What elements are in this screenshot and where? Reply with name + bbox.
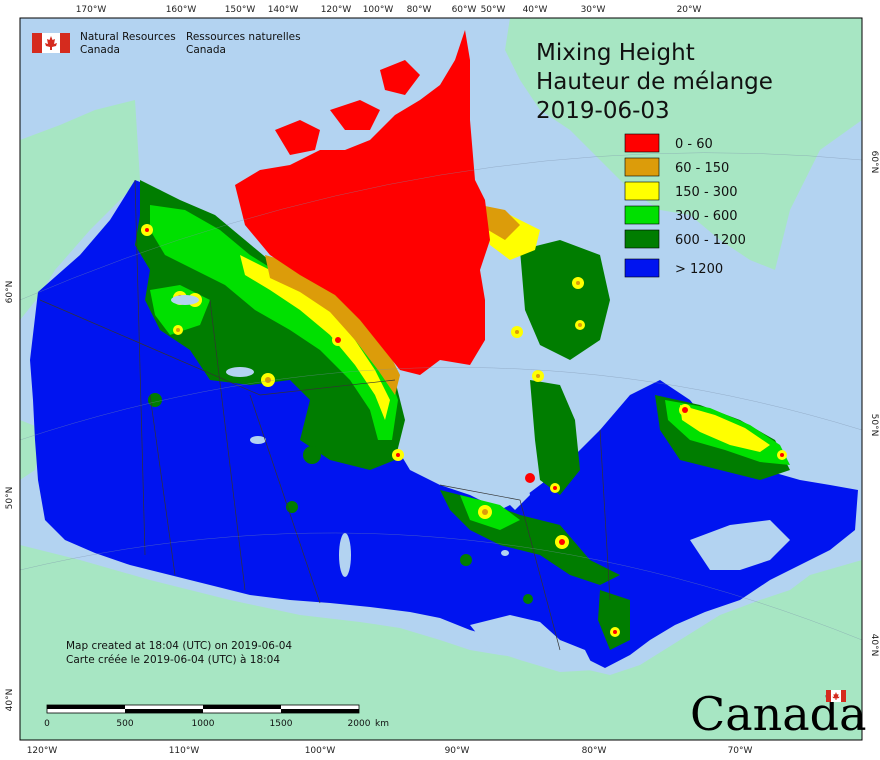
tick-label: 170°W	[76, 5, 107, 15]
legend-label: 60 - 150	[675, 161, 729, 176]
legend-swatch	[624, 205, 660, 225]
tick-label: 160°W	[166, 5, 197, 15]
hudson-bay	[390, 360, 545, 480]
tick-label: 150°W	[225, 5, 256, 15]
wordmark-flag-icon	[826, 690, 846, 702]
red-zone-archipelago	[235, 30, 490, 375]
scale-label: 0	[44, 719, 50, 729]
graticule	[19, 152, 863, 641]
dept-name-fr: Ressources naturelles	[186, 31, 301, 43]
bottom-tick-labels: 120°W 110°W 100°W 90°W 80°W 70°W	[27, 746, 753, 756]
tick-label: 50°N	[5, 487, 15, 510]
credit-en: Map created at 18:04 (UTC) on 2019-06-04	[66, 640, 292, 652]
alaska-land	[20, 100, 140, 480]
inland-lakes	[171, 295, 509, 577]
orange-zone	[265, 205, 520, 395]
tick-label: 80°W	[582, 746, 607, 756]
left-tick-labels: 60°N 50°N 40°N	[5, 281, 15, 712]
right-tick-labels: 60°N 50°N 40°N	[869, 151, 879, 657]
tick-label: 30°W	[581, 5, 606, 15]
legend-swatch	[624, 157, 660, 177]
scale-label: 1500	[270, 719, 293, 729]
legend-swatch	[624, 133, 660, 153]
tick-label: 100°W	[363, 5, 394, 15]
lightgreen-zone	[150, 205, 790, 530]
legend-label: > 1200	[675, 262, 723, 277]
tick-label: 100°W	[305, 746, 336, 756]
james-bay	[500, 470, 530, 510]
tick-label: 120°W	[27, 746, 58, 756]
legend-swatch	[624, 181, 660, 201]
legend-label: 0 - 60	[675, 137, 713, 152]
legend-label: 600 - 1200	[675, 233, 746, 248]
tick-label: 40°N	[5, 689, 15, 712]
yellow-zone	[240, 205, 770, 452]
tick-label: 50°W	[481, 5, 506, 15]
tick-label: 60°N	[869, 151, 879, 174]
tick-label: 110°W	[169, 746, 200, 756]
dept-name-en: Canada	[80, 44, 120, 56]
legend-swatch	[624, 229, 660, 249]
tick-label: 80°W	[407, 5, 432, 15]
scale-label: 1000	[192, 719, 215, 729]
tick-label: 40°W	[523, 5, 548, 15]
tick-label: 70°W	[728, 746, 753, 756]
tick-label: 120°W	[321, 5, 352, 15]
tick-label: 60°W	[452, 5, 477, 15]
dept-name-fr: Canada	[186, 44, 226, 56]
province-borders	[39, 179, 611, 651]
map-border	[19, 17, 863, 741]
tick-label: 50°N	[869, 414, 879, 437]
tick-label: 40°N	[869, 634, 879, 657]
tick-label: 90°W	[445, 746, 470, 756]
legend-label: 300 - 600	[675, 209, 738, 224]
tick-label: 60°N	[5, 281, 15, 304]
tick-label: 140°W	[268, 5, 299, 15]
tick-label: 20°W	[677, 5, 702, 15]
legend-label: 150 - 300	[675, 185, 738, 200]
scale-label: 2000	[348, 719, 371, 729]
greenland-land	[505, 18, 862, 270]
map-title-fr: Hauteur de mélange	[536, 69, 773, 95]
credit-fr: Carte créée le 2019-06-04 (UTC) à 18:04	[66, 654, 280, 666]
great-lakes	[470, 615, 595, 672]
canada-flag-icon	[32, 33, 70, 53]
gulf-st-lawrence	[690, 520, 790, 570]
legend: 0 - 60 60 - 150 150 - 300 300 - 600 600 …	[624, 133, 746, 278]
scale-label: 500	[116, 719, 133, 729]
dept-name-en: Natural Resources	[80, 31, 176, 43]
map-date: 2019-06-03	[536, 98, 670, 124]
scale-unit: km	[375, 719, 389, 729]
map-title-en: Mixing Height	[536, 40, 695, 66]
usa-land	[20, 545, 862, 740]
legend-swatch	[624, 258, 660, 278]
scale-bar: 0 500 1000 1500 2000 km	[44, 704, 389, 729]
top-tick-labels: 170°W 160°W 150°W 140°W 120°W 100°W 80°W…	[76, 5, 702, 15]
